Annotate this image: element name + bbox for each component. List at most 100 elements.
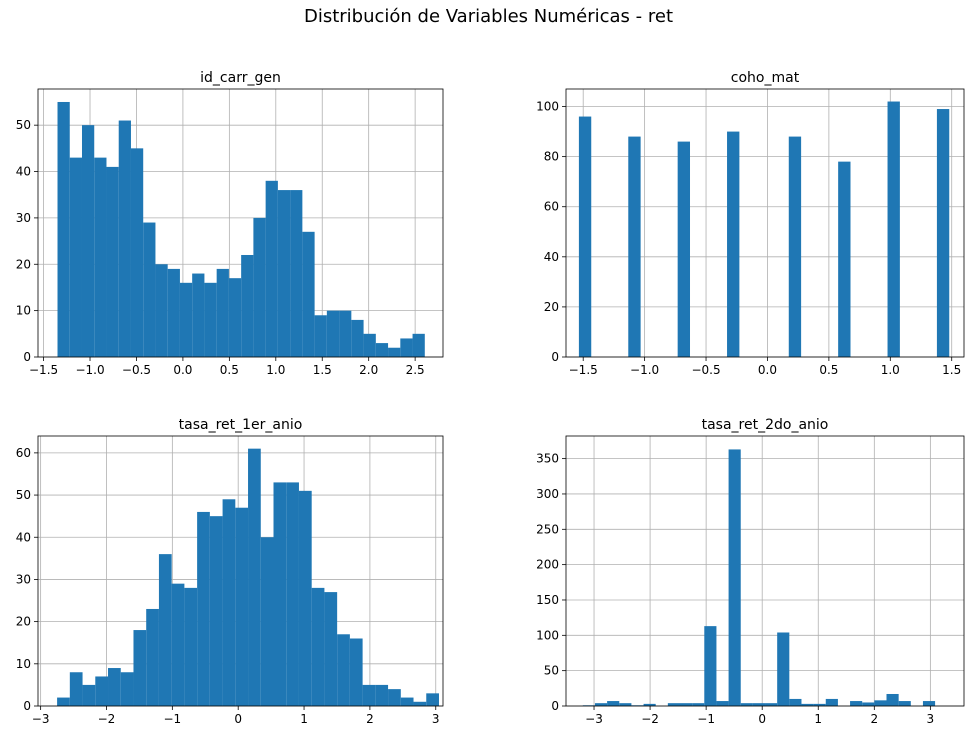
histogram-bar [204, 282, 217, 357]
subplot-title: tasa_ret_2do_anio [702, 417, 829, 433]
x-tick-label: 3 [432, 712, 440, 726]
histogram-bar [887, 101, 900, 357]
x-tick-label: −1.0 [630, 363, 659, 377]
histogram-bar [167, 268, 180, 357]
histogram-bar [248, 448, 261, 706]
x-tick-label: 2 [870, 712, 878, 726]
histogram-bar [728, 449, 741, 706]
histogram-bar [337, 634, 350, 706]
histogram-bar [788, 136, 802, 357]
histogram-bar [69, 672, 83, 706]
y-tick-label: 20 [16, 257, 31, 271]
x-tick-label: 1 [814, 712, 822, 726]
axes-frame [37, 88, 444, 358]
histogram-bar [106, 166, 119, 357]
histogram-bar [825, 698, 838, 706]
histogram-bar [326, 310, 340, 357]
x-tick-label: 0 [758, 712, 766, 726]
histogram-bar [898, 701, 911, 706]
histogram-bar [413, 701, 427, 706]
y-tick-label: 60 [16, 446, 31, 460]
histogram-bar [143, 222, 156, 357]
histogram-bar [302, 231, 315, 357]
histogram-bar [426, 693, 439, 706]
histogram-bar [375, 684, 389, 706]
histogram-bar [704, 626, 717, 706]
y-tick-label: 250 [536, 522, 559, 536]
histogram-bar [216, 268, 229, 357]
histogram-bar [82, 684, 96, 706]
histogram-bar [265, 180, 278, 357]
histogram-bar [260, 537, 274, 706]
histogram-bar [862, 702, 875, 706]
histogram-bar [95, 676, 109, 706]
y-tick-label: 200 [536, 558, 559, 572]
x-tick-label: 0.5 [220, 363, 239, 377]
histogram-bar [619, 703, 632, 706]
histogram-bar [677, 141, 691, 357]
x-tick-label: −2 [98, 712, 116, 726]
y-tick-label: 40 [16, 165, 31, 179]
y-tick-label: 0 [551, 350, 559, 364]
x-tick-label: −2 [641, 712, 659, 726]
figure-title: Distribución de Variables Numéricas - re… [303, 6, 674, 27]
x-tick-label: 0.5 [819, 363, 838, 377]
histogram-bar [838, 161, 851, 357]
histogram-bar [130, 148, 144, 357]
subplot-title: id_carr_gen [200, 70, 281, 86]
histogram-bar [314, 315, 327, 357]
y-tick-label: 30 [16, 572, 31, 586]
subplot-4: −3 −2 −1 0 1 2 3 0 50 100 150 200 250 300 350 tasa_ret_… [536, 417, 965, 726]
y-tick-label: 10 [16, 657, 31, 671]
x-tick-label: 2.5 [406, 363, 425, 377]
histogram-bar [727, 131, 740, 357]
histogram-bar [351, 319, 364, 357]
histogram-bar [228, 278, 242, 357]
histogram-bar [363, 333, 376, 357]
histogram-bar [936, 109, 950, 357]
histogram-bar [120, 672, 134, 706]
histogram-bar [158, 554, 172, 706]
subplot-title: tasa_ret_1er_anio [179, 417, 303, 433]
histogram-bar [171, 583, 185, 706]
histogram-bar [349, 638, 363, 706]
histogram-bar [752, 703, 766, 706]
histogram-bar [184, 587, 198, 706]
y-tick-label: 40 [544, 250, 559, 264]
x-tick-label: 3 [927, 712, 935, 726]
histogram-bar [241, 254, 254, 357]
histogram-bar [801, 703, 814, 706]
x-tick-label: 1.0 [881, 363, 900, 377]
histogram-bar [290, 190, 303, 357]
x-tick-label: −1.0 [75, 363, 104, 377]
histogram-bar [388, 347, 401, 357]
histogram-bar [740, 703, 753, 706]
histogram-bar [94, 157, 107, 357]
x-tick-label: 2.0 [359, 363, 378, 377]
histogram-bar [192, 273, 205, 357]
x-tick-label: 1.5 [942, 363, 961, 377]
histogram-bar [777, 632, 790, 706]
x-tick-label: 0 [234, 712, 242, 726]
histogram-bar [286, 482, 299, 706]
histogram-bar [146, 608, 159, 706]
axes-frame [565, 435, 965, 707]
x-tick-label: −0.5 [691, 363, 720, 377]
histogram-bar [155, 264, 168, 357]
histogram-bar [716, 701, 729, 706]
y-tick-label: 350 [536, 452, 559, 466]
histogram-bar [400, 697, 414, 706]
y-tick-label: 100 [536, 628, 559, 642]
y-tick-label: 0 [23, 350, 31, 364]
histogram-bar [179, 282, 193, 357]
y-tick-label: 10 [16, 304, 31, 318]
histogram-bar [235, 507, 249, 706]
x-tick-label: 1.5 [313, 363, 332, 377]
x-tick-label: 0.0 [758, 363, 777, 377]
y-tick-label: 150 [536, 593, 559, 607]
histogram-bar [277, 190, 291, 357]
histogram-bar [692, 703, 705, 706]
y-tick-label: 50 [544, 664, 559, 678]
histogram-bar [57, 697, 70, 706]
